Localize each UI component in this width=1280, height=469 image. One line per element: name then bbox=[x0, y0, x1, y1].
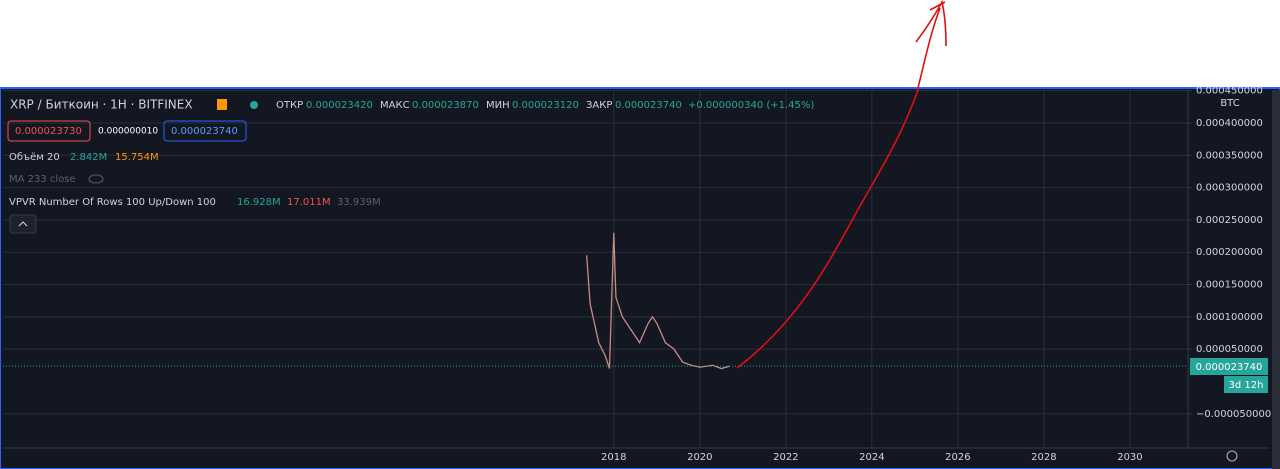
close-label: ЗАКР bbox=[586, 100, 612, 111]
settings-icon[interactable] bbox=[1226, 450, 1238, 462]
ask-box[interactable] bbox=[163, 120, 247, 142]
y-tick-label: 0.000450000 bbox=[1196, 86, 1263, 97]
symbol: XRP / Биткоин · 1H · BITFINEX bbox=[10, 98, 193, 112]
vpvr-up: 16.928M bbox=[237, 197, 281, 208]
spread: 0.000000010 bbox=[98, 127, 158, 137]
ask[interactable]: 0.000023740 bbox=[171, 126, 238, 137]
y-tick-label: −0.000050000 bbox=[1196, 409, 1271, 420]
status-dot bbox=[250, 101, 258, 109]
chart-frame bbox=[0, 87, 1280, 469]
flag-icon bbox=[217, 99, 227, 110]
plot: −0.000050000 0.000050000 0.000100000 0.0001… bbox=[3, 86, 1271, 463]
y-tick-label: 0.000400000 bbox=[1196, 118, 1263, 129]
x-tick-label: 2028 bbox=[1031, 452, 1056, 463]
bid[interactable]: 0.000023730 bbox=[15, 126, 82, 137]
x-tick-label: 2022 bbox=[773, 452, 798, 463]
vpvr-down: 17.011M bbox=[287, 197, 331, 208]
change: +0.000000340 (+1.45%) bbox=[688, 100, 814, 111]
close: 0.000023740 bbox=[615, 100, 682, 111]
y-tick-label: 0.000350000 bbox=[1196, 150, 1263, 161]
x-tick-label: 2020 bbox=[687, 452, 712, 463]
vpvr-total: 33.939M bbox=[337, 197, 381, 208]
open-label: ОТКР bbox=[276, 100, 303, 111]
x-tick-label: 2030 bbox=[1117, 452, 1142, 463]
countdown: 3d 12h bbox=[1229, 380, 1264, 391]
x-tick-label: 2024 bbox=[859, 452, 884, 463]
volume-up: 2.842M bbox=[70, 152, 107, 163]
volume-ma: 15.754M bbox=[115, 152, 159, 163]
hidden-icon[interactable] bbox=[88, 174, 104, 184]
price-line bbox=[586, 232, 731, 370]
high: 0.000023870 bbox=[412, 100, 479, 111]
vpvr-name: VPVR Number Of Rows 100 Up/Down 100 bbox=[9, 197, 216, 208]
open: 0.000023420 bbox=[306, 100, 373, 111]
price-label: 0.000023740 bbox=[1196, 362, 1263, 373]
x-tick-label: 2018 bbox=[601, 452, 626, 463]
drawn-arrow bbox=[915, 0, 947, 89]
drawn-curve bbox=[736, 88, 919, 369]
collapse-button[interactable] bbox=[9, 214, 37, 234]
x-tick-label: 2026 bbox=[945, 452, 970, 463]
y-tick-label: 0.000200000 bbox=[1196, 247, 1263, 258]
low: 0.000023120 bbox=[512, 100, 579, 111]
currency: BTC bbox=[1220, 98, 1239, 109]
y-tick-label: 0.000250000 bbox=[1196, 215, 1263, 226]
price-tag bbox=[1190, 358, 1268, 375]
bid-box[interactable] bbox=[7, 120, 91, 142]
low-label: МИН bbox=[486, 100, 510, 111]
ma-name: MA 233 close bbox=[9, 174, 76, 185]
collapse-icon[interactable] bbox=[18, 221, 28, 227]
y-tick-label: 0.000050000 bbox=[1196, 344, 1263, 355]
y-tick-label: 0.000300000 bbox=[1196, 183, 1263, 194]
y-tick-label: 0.000150000 bbox=[1196, 280, 1263, 291]
countdown-tag bbox=[1224, 376, 1268, 393]
side-strip bbox=[1272, 90, 1280, 469]
high-label: МАКС bbox=[380, 100, 410, 111]
volume-name: Объём 20 bbox=[9, 152, 60, 163]
y-tick-label: 0.000100000 bbox=[1196, 312, 1263, 323]
